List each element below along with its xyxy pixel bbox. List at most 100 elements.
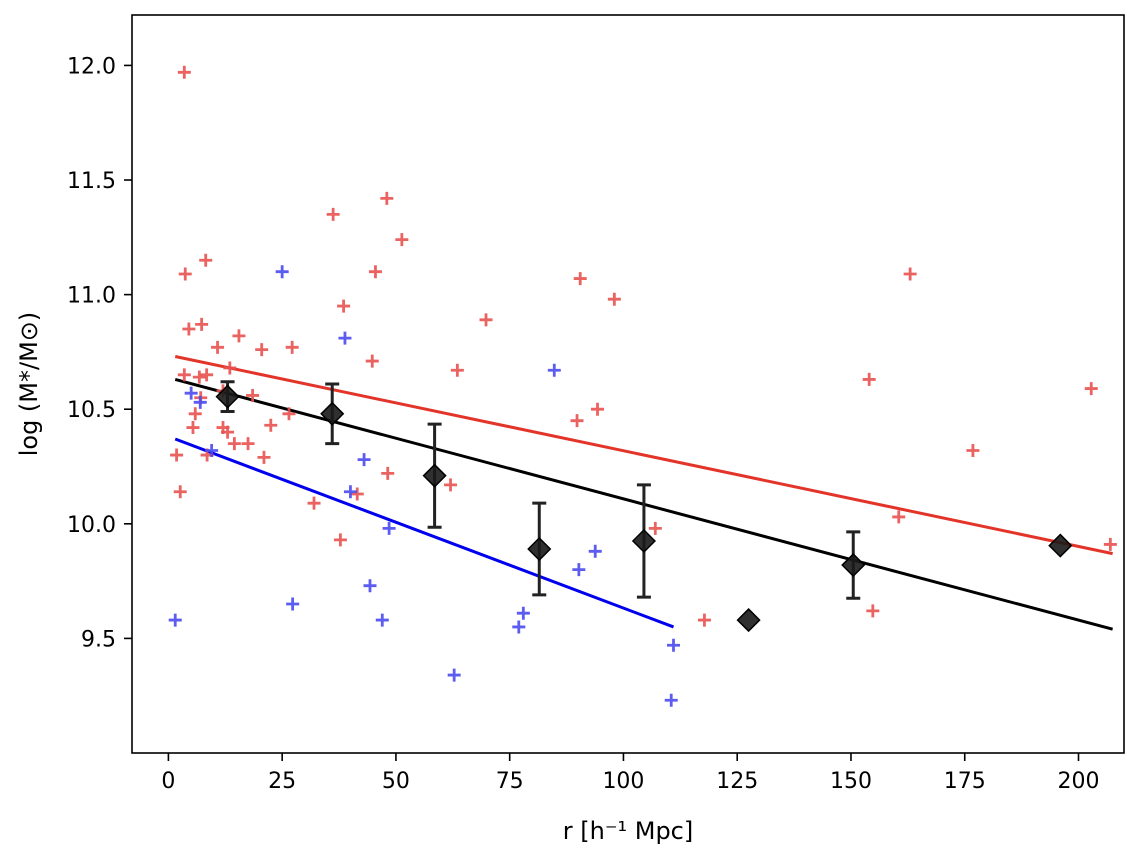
red-point bbox=[255, 343, 269, 357]
binned-means bbox=[215, 380, 1073, 633]
red-point bbox=[903, 267, 917, 281]
blue-point bbox=[572, 563, 586, 577]
blue-point bbox=[193, 395, 207, 409]
red-point bbox=[479, 313, 493, 327]
mean-diamond bbox=[422, 463, 447, 488]
y-tick-label: 12.0 bbox=[67, 54, 116, 79]
blue-point bbox=[205, 443, 219, 457]
blue-point bbox=[447, 668, 461, 682]
red-point bbox=[966, 443, 980, 457]
blue-point bbox=[664, 693, 678, 707]
red-point bbox=[199, 253, 213, 267]
y-tick-label: 11.0 bbox=[67, 284, 116, 309]
red-point bbox=[200, 368, 214, 382]
x-tick-label: 25 bbox=[268, 769, 296, 794]
fit-line bbox=[174, 437, 675, 629]
x-tick-label: 150 bbox=[830, 769, 872, 794]
red-point bbox=[326, 207, 340, 221]
red-point bbox=[178, 267, 192, 281]
red-point bbox=[333, 533, 347, 547]
axis-ticks: 0 25 50 75 100 125 150 175 200 9.5 10.0 10.5 11.0 11.… bbox=[67, 54, 1099, 794]
blue-point bbox=[286, 597, 300, 611]
blue-point bbox=[184, 386, 198, 400]
red-point bbox=[337, 299, 351, 313]
blue-point bbox=[343, 485, 357, 499]
red-point bbox=[186, 421, 200, 435]
red-point bbox=[892, 510, 906, 524]
red-point bbox=[573, 272, 587, 286]
red-point bbox=[862, 372, 876, 386]
red-point bbox=[570, 414, 584, 428]
red-point bbox=[177, 65, 191, 79]
y-tick-label: 9.5 bbox=[81, 627, 116, 652]
red-point bbox=[697, 613, 711, 627]
blue-point bbox=[375, 613, 389, 627]
red-point bbox=[241, 437, 255, 451]
red-point bbox=[1084, 382, 1098, 396]
red-point bbox=[307, 496, 321, 510]
x-tick-label: 75 bbox=[496, 769, 524, 794]
x-tick-label: 100 bbox=[602, 769, 644, 794]
red-point bbox=[182, 322, 196, 336]
red-point bbox=[648, 521, 662, 535]
red-point bbox=[227, 437, 241, 451]
red-point bbox=[211, 340, 225, 354]
blue-point bbox=[338, 331, 352, 345]
blue-point bbox=[382, 521, 396, 535]
mean-diamond bbox=[215, 384, 240, 409]
blue-point bbox=[168, 613, 182, 627]
x-tick-label: 175 bbox=[944, 769, 986, 794]
red-point bbox=[195, 317, 209, 331]
mean-diamond bbox=[736, 608, 761, 633]
x-tick-label: 200 bbox=[1057, 769, 1099, 794]
red-point bbox=[381, 466, 395, 480]
red-point bbox=[285, 340, 299, 354]
red-point bbox=[350, 487, 364, 501]
mean-diamond bbox=[841, 553, 866, 578]
x-tick-label: 125 bbox=[716, 769, 758, 794]
red-point bbox=[257, 450, 271, 464]
red-point bbox=[223, 361, 237, 375]
red-point bbox=[1103, 537, 1117, 551]
plot-frame bbox=[131, 14, 1125, 754]
red-point bbox=[282, 407, 296, 421]
y-tick-label: 10.5 bbox=[67, 398, 116, 423]
blue-point bbox=[588, 544, 602, 558]
red-point bbox=[188, 407, 202, 421]
data-points bbox=[168, 65, 1117, 707]
y-axis-label: log (M*/M⊙) bbox=[15, 312, 43, 457]
red-point bbox=[170, 448, 184, 462]
blue-point bbox=[512, 620, 526, 634]
red-point bbox=[607, 292, 621, 306]
y-tick-label: 11.5 bbox=[67, 169, 116, 194]
red-point bbox=[173, 485, 187, 499]
blue-point bbox=[667, 638, 681, 652]
red-point bbox=[395, 233, 409, 247]
mean-diamond bbox=[320, 401, 345, 426]
red-point bbox=[368, 265, 382, 279]
red-point bbox=[232, 329, 246, 343]
mean-diamond bbox=[527, 536, 552, 562]
red-point bbox=[591, 402, 605, 416]
mean-diamond bbox=[1048, 533, 1073, 558]
blue-point bbox=[547, 363, 561, 377]
mean-diamond bbox=[631, 528, 656, 554]
y-tick-label: 10.0 bbox=[67, 513, 116, 538]
blue-point bbox=[357, 453, 371, 467]
red-point bbox=[177, 368, 191, 382]
blue-point bbox=[516, 606, 530, 620]
red-point bbox=[264, 418, 278, 432]
red-point bbox=[450, 363, 464, 377]
blue-point bbox=[363, 579, 377, 593]
x-axis-label: r [h⁻¹ Mpc] bbox=[563, 817, 694, 845]
red-point bbox=[246, 388, 260, 402]
blue-point bbox=[275, 265, 289, 279]
red-point bbox=[192, 370, 206, 384]
red-point bbox=[866, 604, 880, 618]
red-point bbox=[365, 354, 379, 368]
x-tick-label: 0 bbox=[161, 769, 175, 794]
red-point bbox=[221, 425, 235, 439]
red-point bbox=[380, 191, 394, 205]
red-point bbox=[444, 478, 458, 492]
